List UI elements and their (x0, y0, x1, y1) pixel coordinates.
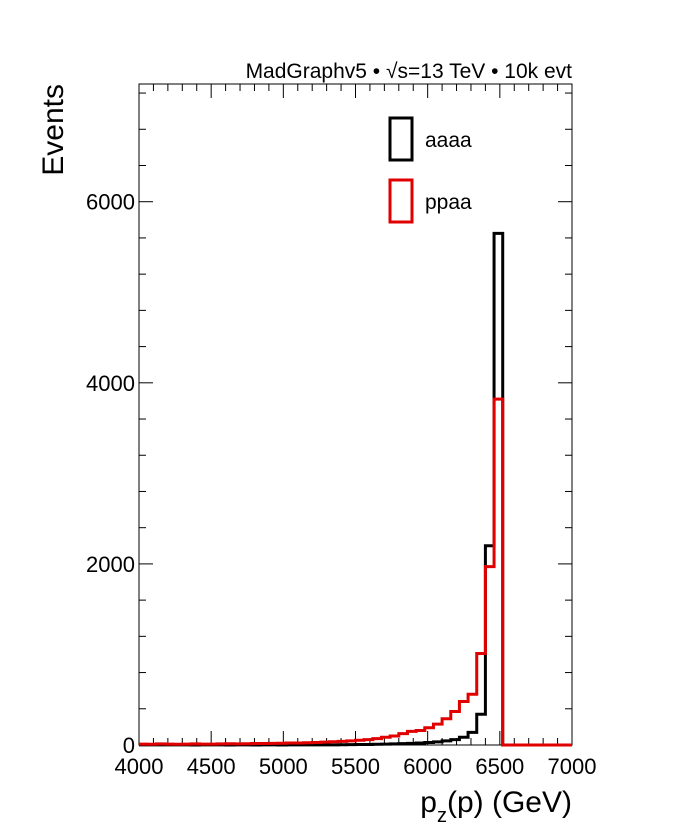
y-tick-label: 0 (123, 733, 135, 758)
x-tick-label: 6500 (475, 754, 524, 779)
x-tick-label: 5000 (259, 754, 308, 779)
y-axis-title: Events (37, 84, 70, 176)
x-tick-label: 7000 (548, 754, 597, 779)
histogram-series-ppaa (139, 397, 572, 747)
plot-frame (138, 83, 573, 746)
x-tick-label: 6000 (403, 754, 452, 779)
y-tick-label: 4000 (86, 371, 135, 396)
tick-labels: 4000 4500 5000 5500 6000 6500 7000 0 2000 4000 600… (86, 190, 596, 779)
x-tick-label: 4500 (187, 754, 236, 779)
x-axis-title: pz(p) (GeV) (420, 786, 572, 827)
legend-swatch-aaaa (388, 116, 414, 162)
y-tick-label: 6000 (86, 190, 135, 215)
x-tick-label: 5500 (331, 754, 380, 779)
histogram-series-aaaa (139, 231, 572, 747)
legend-label-aaaa: aaaa (425, 129, 472, 152)
legend: aaaa ppaa (388, 116, 472, 224)
axis-ticks (138, 84, 573, 746)
header-text: MadGraphv5 • √s=13 TeV • 10k evt (246, 60, 573, 83)
legend-swatch-ppaa (388, 178, 414, 224)
series-layer (139, 231, 572, 747)
legend-label-ppaa: ppaa (425, 191, 472, 214)
y-tick-label: 2000 (86, 552, 135, 577)
x-tick-label: 4000 (115, 754, 164, 779)
